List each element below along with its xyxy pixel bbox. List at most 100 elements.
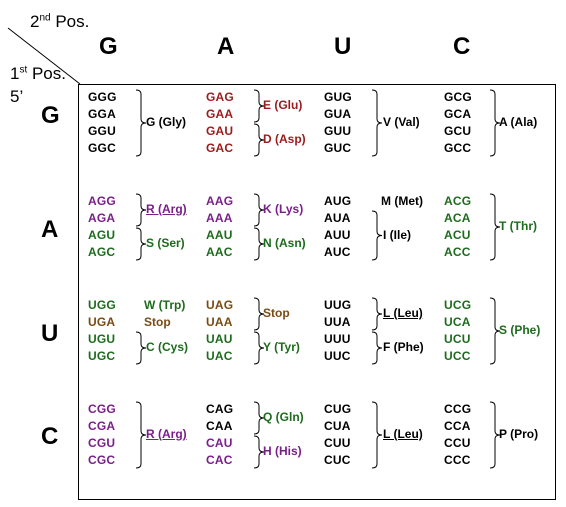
second-position-label: 2nd Pos.: [30, 12, 90, 31]
codon-cuc: CUC: [324, 453, 351, 467]
amino-acid-label-l-leu: L (Leu): [383, 306, 423, 320]
codon-auu: AUU: [324, 228, 351, 242]
codon-uug: UUG: [324, 298, 352, 312]
codon-acc: ACC: [444, 245, 471, 259]
brace-1-0-2: [135, 227, 147, 261]
codon-ugc: UGC: [88, 349, 116, 363]
codon-gau: GAU: [206, 124, 234, 138]
codon-aaa: AAA: [206, 211, 233, 225]
brace-3-2-0: [371, 401, 383, 469]
amino-acid-label-e-glu: E (Glu): [263, 98, 303, 112]
first-position-base-a: A: [41, 216, 59, 243]
codon-gua: GUA: [324, 107, 352, 121]
codon-aau: AAU: [206, 228, 233, 242]
codon-aug: AUG: [324, 194, 352, 208]
brace-1-2-1: [371, 210, 383, 261]
brace-1-0-0: [135, 193, 147, 227]
codon-ugu: UGU: [88, 332, 116, 346]
amino-acid-label-stop: Stop: [263, 306, 290, 320]
codon-aga: AGA: [88, 211, 116, 225]
codon-aua: AUA: [324, 211, 351, 225]
brace-2-3-0: [489, 297, 501, 365]
codon-ucg: UCG: [444, 298, 472, 312]
brace-3-0-0: [135, 401, 147, 469]
codon-gag: GAG: [206, 90, 234, 104]
brace-3-1-0: [253, 401, 265, 435]
first-position-base-c: C: [41, 423, 59, 450]
amino-acid-label-k-lys: K (Lys): [263, 202, 304, 216]
amino-acid-label-s-ser: S (Ser): [146, 236, 185, 250]
amino-acid-label-r-arg: R (Arg): [146, 202, 187, 216]
codon-cac: CAC: [206, 453, 233, 467]
codon-cuu: CUU: [324, 436, 351, 450]
codon-cgc: CGC: [88, 453, 116, 467]
amino-acid-label-f-phe: F (Phe): [383, 340, 424, 354]
amino-acid-label-a-ala: A (Ala): [499, 115, 538, 129]
codon-gaa: GAA: [206, 107, 234, 121]
brace-1-3-0: [489, 193, 501, 261]
codon-guc: GUC: [324, 141, 352, 155]
codon-cgu: CGU: [88, 436, 116, 450]
codon-uca: UCA: [444, 315, 471, 329]
codon-aag: AAG: [206, 194, 234, 208]
brace-2-2-2: [371, 331, 383, 365]
codon-agc: AGC: [88, 245, 116, 259]
codon-uuc: UUC: [324, 349, 351, 363]
amino-acid-label-y-tyr: Y (Tyr): [263, 340, 300, 354]
codon-ggu: GGU: [88, 124, 116, 138]
brace-2-1-0: [253, 297, 265, 331]
codon-uua: UUA: [324, 315, 351, 329]
codon-uau: UAU: [206, 332, 233, 346]
codon-uga: UGA: [88, 315, 116, 329]
amino-acid-label-i-ile: I (Ile): [383, 227, 412, 242]
brace-2-0-2: [135, 331, 147, 365]
codon-uuu: UUU: [324, 332, 351, 346]
amino-acid-label-s-phe: S (Phe): [499, 323, 541, 337]
codon-gcg: GCG: [444, 90, 472, 104]
brace-0-1-2: [253, 123, 265, 157]
codon-gcu: GCU: [444, 124, 472, 138]
amino-acid-label-q-gln: Q (Gln): [263, 410, 304, 424]
codon-gcc: GCC: [444, 141, 472, 155]
second-position-base-c: C: [453, 33, 471, 60]
codon-uaa: UAA: [206, 315, 233, 329]
brace-3-1-2: [253, 435, 265, 469]
codon-gga: GGA: [88, 107, 116, 121]
codon-acu: ACU: [444, 228, 471, 242]
codon-cgg: CGG: [88, 402, 116, 416]
codon-aac: AAC: [206, 245, 233, 259]
brace-1-1-0: [253, 193, 265, 227]
codon-ccc: CCC: [444, 453, 471, 467]
second-position-base-u: U: [334, 33, 352, 60]
codon-aca: ACA: [444, 211, 471, 225]
codon-ucc: UCC: [444, 349, 471, 363]
brace-0-3-0: [489, 89, 501, 157]
amino-acid-label-g-gly: G (Gly): [146, 115, 187, 129]
brace-0-2-0: [371, 89, 383, 157]
codon-cca: CCA: [444, 419, 471, 433]
first-position-base-g: G: [41, 102, 60, 129]
brace-2-2-0: [371, 297, 383, 331]
five-prime-label: 5’: [10, 87, 24, 106]
first-position-base-u: U: [41, 320, 59, 347]
codon-caa: CAA: [206, 419, 233, 433]
codon-gca: GCA: [444, 107, 472, 121]
codon-ucu: UCU: [444, 332, 471, 346]
codon-acg: ACG: [444, 194, 472, 208]
second-position-base-a: A: [217, 33, 235, 60]
codon-ccg: CCG: [444, 402, 472, 416]
amino-acid-label-n-asn: N (Asn): [263, 236, 306, 250]
codon-cag: CAG: [206, 402, 234, 416]
codon-cga: CGA: [88, 419, 116, 433]
codon-ggc: GGC: [88, 141, 116, 155]
codon-uac: UAC: [206, 349, 233, 363]
codon-ugg: UGG: [88, 298, 116, 312]
codon-uag: UAG: [206, 298, 234, 312]
codon-ggg: GGG: [88, 90, 117, 104]
amino-acid-label-m-met: M (Met): [381, 193, 423, 208]
amino-acid-label-t-thr: T (Thr): [499, 219, 537, 233]
brace-0-1-0: [253, 89, 265, 123]
brace-1-1-2: [253, 227, 265, 261]
second-position-base-g: G: [99, 33, 118, 60]
